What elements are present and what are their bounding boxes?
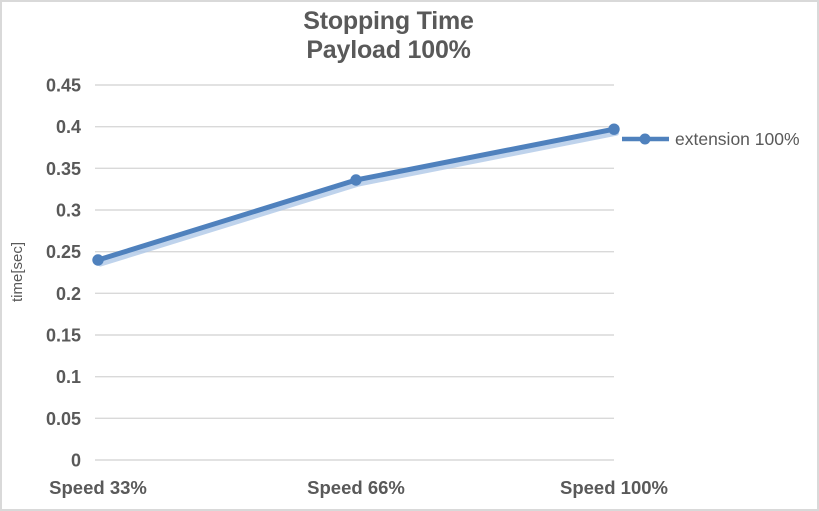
y-tick-label: 0 <box>71 451 81 471</box>
y-axis-title: time[sec] <box>9 242 26 302</box>
x-category-label: Speed 100% <box>560 477 668 498</box>
x-category-label: Speed 66% <box>307 477 405 498</box>
legend: extension 100% <box>620 129 800 149</box>
y-tick-label: 0.4 <box>56 117 81 137</box>
series-line-shadow <box>98 130 619 267</box>
x-category-label: Speed 33% <box>49 477 147 498</box>
series-marker <box>350 174 362 186</box>
legend-series-label: extension 100% <box>675 128 800 149</box>
y-tick-label: 0.1 <box>56 367 81 387</box>
y-tick-label: 0.25 <box>46 242 81 262</box>
y-tick-label: 0.35 <box>46 159 81 179</box>
legend-marker <box>639 133 651 145</box>
chart-title-line2: Payload 100% <box>306 36 471 64</box>
y-tick-label: 0.3 <box>56 201 81 221</box>
y-tick-label: 0.2 <box>56 284 81 304</box>
series-marker <box>608 123 620 135</box>
legend-line-marker-icon <box>622 133 669 145</box>
y-tick-label: 0.45 <box>46 76 81 96</box>
y-tick-label: 0.05 <box>46 409 81 429</box>
chart-title: Stopping Time Payload 100% <box>2 7 775 65</box>
chart-title-line1: Stopping Time <box>303 7 474 35</box>
series-marker <box>92 254 104 266</box>
y-tick-label: 0.15 <box>46 326 81 346</box>
